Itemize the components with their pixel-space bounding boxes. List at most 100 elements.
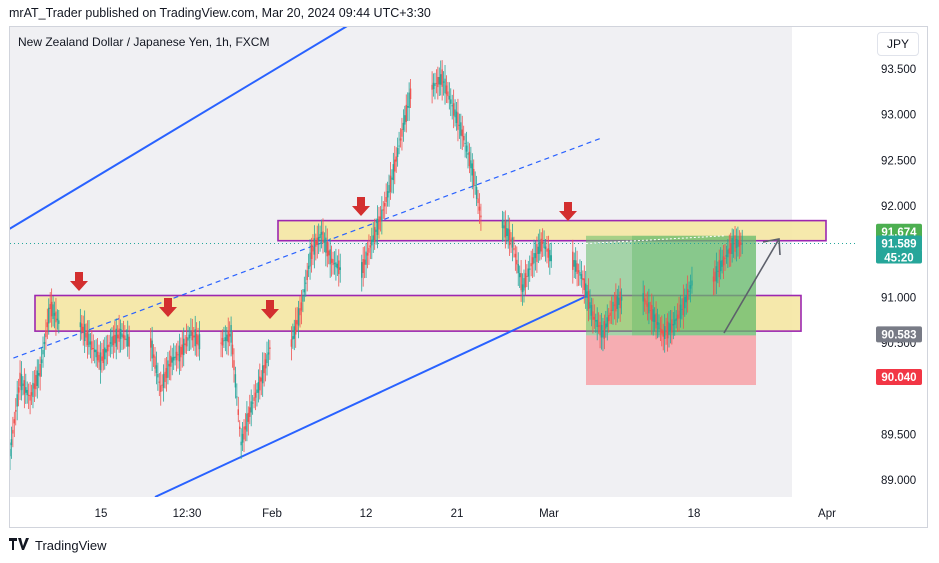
candle-body	[536, 244, 538, 262]
candle-body	[118, 328, 120, 342]
resistance-zone-1	[277, 219, 827, 242]
candle-body	[83, 324, 86, 342]
footer-brand-text: TradingView	[35, 537, 107, 553]
candle-body	[454, 109, 456, 118]
candle-body	[539, 241, 541, 254]
candle-body	[266, 354, 268, 364]
down-arrow-icon	[70, 272, 88, 291]
candle-body	[676, 314, 679, 320]
candle-body	[319, 234, 321, 239]
candle-body	[154, 356, 156, 369]
candle-body	[524, 273, 527, 288]
candle-body	[175, 351, 178, 361]
candle-body	[719, 260, 722, 272]
candle-body	[455, 111, 458, 124]
candle-body	[511, 237, 514, 248]
candle-body	[124, 335, 126, 341]
x-tick-label: Apr	[818, 508, 836, 520]
candle-body	[121, 333, 123, 337]
candle-body	[441, 69, 443, 87]
candle-body	[165, 368, 168, 378]
candle-body	[299, 308, 301, 316]
candle-body	[506, 228, 508, 237]
candle-body	[315, 240, 317, 247]
candle-body	[237, 409, 239, 415]
profit-filled-area	[632, 235, 756, 336]
candle-body	[544, 246, 547, 249]
candle-body	[187, 337, 189, 341]
candle-body	[19, 372, 21, 387]
candle-body	[722, 256, 725, 266]
candle-body	[408, 92, 410, 109]
candle-body	[372, 235, 374, 242]
candle-body	[30, 392, 33, 396]
price-label-box	[876, 235, 922, 252]
candle-body	[740, 242, 742, 245]
candle-body	[615, 296, 617, 312]
candle-body	[317, 236, 320, 241]
candle-body	[478, 206, 481, 211]
candle-body	[389, 175, 392, 192]
candle-body	[404, 115, 406, 125]
candle-body	[160, 385, 162, 392]
candle-body	[388, 185, 390, 194]
candle-body	[91, 341, 93, 350]
candle-body	[521, 284, 524, 293]
candle-body	[316, 237, 318, 245]
candle-body	[168, 363, 171, 367]
candle-body	[523, 278, 525, 291]
price-label-box	[876, 326, 922, 343]
candle-body	[35, 375, 37, 390]
chart-frame	[9, 26, 928, 528]
candle-body	[606, 317, 608, 327]
candle-body	[40, 359, 43, 364]
candle-body	[675, 318, 677, 321]
candle-body	[295, 320, 297, 335]
candle-body	[599, 321, 601, 336]
candle-body	[27, 394, 30, 396]
candle-body	[725, 254, 728, 257]
candle-body	[32, 382, 34, 398]
candle-body	[385, 196, 387, 202]
candle-body	[590, 305, 593, 316]
candle-body	[586, 291, 588, 299]
candle-body	[243, 426, 245, 440]
candle-body	[431, 84, 433, 90]
candle-body	[244, 426, 247, 430]
candle-body	[384, 202, 386, 207]
candle-body	[504, 221, 507, 238]
candle-body	[379, 216, 382, 222]
x-tick-label: 15	[95, 508, 108, 520]
candle-body	[595, 320, 597, 322]
candle-body	[507, 228, 509, 241]
candle-body	[612, 301, 614, 312]
channel-upper-line	[10, 27, 348, 230]
candle-body	[254, 392, 257, 398]
candle-body	[585, 283, 587, 296]
candle-body	[540, 238, 542, 252]
candle-body	[721, 259, 723, 267]
candle-body	[510, 239, 512, 241]
footer-brand[interactable]: TradingView	[9, 537, 107, 553]
currency-button[interactable]: JPY	[877, 32, 919, 56]
candle-body	[25, 387, 27, 393]
candle-body	[541, 241, 544, 244]
candle-body	[730, 242, 732, 255]
candle-body	[326, 241, 328, 257]
candle-body	[46, 322, 49, 328]
candle-body	[471, 163, 473, 176]
candle-body	[450, 99, 452, 104]
candle-body	[438, 77, 440, 85]
axis-layer: 89.00089.50090.50091.00092.00092.50093.0…	[95, 64, 922, 520]
candle-body	[432, 82, 435, 90]
candle-body	[597, 325, 600, 327]
candle-body	[296, 319, 298, 325]
candle-body	[688, 290, 690, 292]
projection-arrow-line	[723, 238, 780, 334]
candle-body	[114, 334, 116, 344]
candle-body	[94, 349, 96, 353]
candle-body	[29, 395, 31, 401]
candle-body	[527, 268, 529, 277]
candle-body	[43, 341, 46, 345]
